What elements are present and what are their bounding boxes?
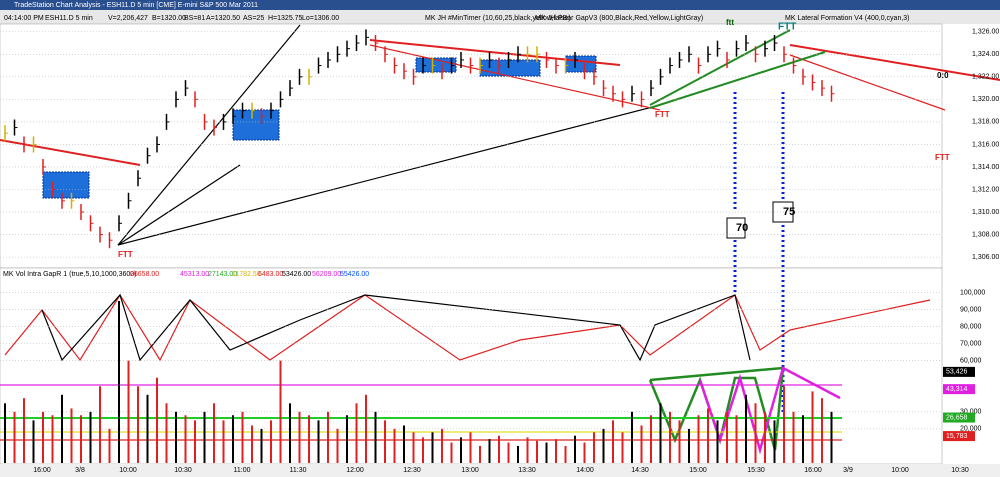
x-tick-label: 10:30 [174,467,192,474]
x-tick-label: 11:00 [234,467,251,474]
x-tick-label: 3/8 [75,467,85,474]
y-tick-label: 1,318.00 [972,119,999,126]
box [42,171,90,199]
x-tick-label: 10:30 [951,467,969,474]
x-tick-label: 13:30 [518,467,536,474]
badge-label: 15,783 [946,433,968,440]
annotation: FTT [778,22,796,33]
box [565,55,597,73]
time-axis [0,464,1000,477]
box [232,109,280,141]
x-tick-label: 16:00 [33,467,51,474]
status-bar [0,10,1000,24]
x-tick-label: 15:00 [689,467,707,474]
header-value: 6483.00 [258,271,283,278]
trend-line [117,164,241,246]
value-badge [943,431,975,442]
x-tick-label: 14:30 [631,467,649,474]
trend-line [789,54,946,111]
y-tick-label: 1,312.00 [972,186,999,193]
x-tick-label: 10:00 [119,467,137,474]
trend-line [789,44,1000,81]
header-value: 45313.00 [180,271,209,278]
x-tick-label: 13:00 [461,467,479,474]
status-item: MK JH PBar GapV3 (800,Black,Red,Yellow,L… [535,15,703,22]
header-value: 55426.00 [340,271,369,278]
header-value: 53426.00 [282,271,311,278]
annotation: 70 [736,222,748,234]
y-tick-label: 100,000 [960,289,985,296]
y-tick-label: 1,314.00 [972,164,999,171]
y-tick-label: 1,316.00 [972,141,999,148]
y-tick-label: 1,306.00 [972,254,999,261]
y-tick-label: 1,326.00 [972,29,999,36]
y-tick-label: 1,322.00 [972,74,999,81]
x-tick-label: 14:00 [576,467,594,474]
header-value: 27143.00 [208,271,237,278]
trend-lines [0,24,1000,415]
panel-title: MK Vol Intra GapR 1 (true,5,10,1000,3600… [3,271,136,278]
status-item: B=1320.00 [152,15,186,22]
status-item: AS=25 [243,15,264,22]
y-tick-label: 1,320.00 [972,96,999,103]
trend-line [649,51,826,109]
value-badge [943,412,975,423]
header-value: 56209.00 [312,271,341,278]
badge-label: 26,658 [946,414,968,421]
trend-line [369,44,661,111]
trend-line [649,29,791,106]
status-item: A=1320.50 [206,15,240,22]
y-tick-label: 80,000 [960,323,982,330]
trend-line [117,104,661,246]
x-tick-label: 12:30 [403,467,421,474]
annotation: FTT [655,110,670,119]
annotation: 0:0 [937,71,949,80]
status-item: V=2,206,427 [108,15,148,22]
badge-label: 53,426 [946,369,968,376]
x-tick-label: 12:00 [346,467,364,474]
y-tick-label: 70,000 [960,340,982,347]
x-tick-label: 15:30 [747,467,765,474]
annotation: FTT [118,250,133,259]
y-tick-label: 1,310.00 [972,209,999,216]
y-tick-label: 1,308.00 [972,231,999,238]
x-tick-label: 3/9 [843,467,853,474]
annotation: ftt [726,18,734,27]
window-title: TradeStation Chart Analysis - ESH11.D 5 … [14,2,258,9]
status-item: ESH11.D 5 min [45,15,93,22]
x-tick-label: 10:00 [891,467,909,474]
header-value: 11782.50 [232,271,261,278]
y-tick-label: 90,000 [960,306,982,313]
triangle [648,366,785,451]
y-tick-label: 20,000 [960,426,982,433]
status-item: BS=81 [184,15,205,22]
annotation: FTT [935,153,950,162]
trend-line [369,39,621,66]
trend-line [117,24,301,246]
status-item: H=1325.75 [268,15,303,22]
status-item: 04:14:00 PM [4,15,44,22]
y-tick-label: 30,000 [960,409,982,416]
zigzag [0,293,931,455]
annotation: 75 [783,206,795,218]
zigzag-line [4,293,931,362]
x-tick-label: 16:00 [804,467,822,474]
status-item: MK JH #MinTimer (10,60,25,black,yellow,f… [425,15,571,22]
header-value: 26658.00 [130,271,159,278]
y-tick-label: 1,324.00 [972,51,999,58]
value-badge [943,384,975,395]
badge-label: 43,314 [946,386,968,393]
zigzag-line [41,293,751,362]
y-tick-label: 60,000 [960,358,982,365]
value-badge [943,366,975,377]
title-bar [0,0,1000,10]
x-tick-label: 11:30 [290,467,307,474]
label-box [726,217,746,239]
status-item: MK Lateral Formation V4 (400,0,cyan,3) [785,15,910,22]
status-item: Lo=1306.00 [302,15,339,22]
